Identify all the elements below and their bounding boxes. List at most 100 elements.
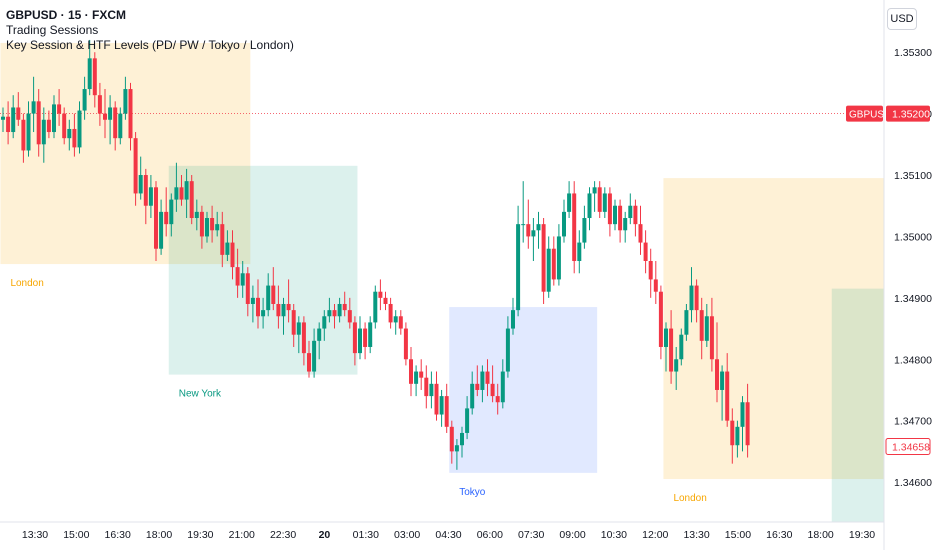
candle-down xyxy=(694,285,699,311)
candle-up xyxy=(67,128,72,139)
candle-up xyxy=(373,291,378,323)
indicator-trading-sessions[interactable]: Trading Sessions xyxy=(6,23,99,37)
candle-up xyxy=(521,224,526,226)
candle-up xyxy=(454,445,459,452)
price-tick-label: 1.35300 xyxy=(894,47,932,59)
candle-down xyxy=(21,119,26,151)
candle-up xyxy=(87,58,92,90)
candle-down xyxy=(72,128,77,148)
time-tick-label: 16:30 xyxy=(105,529,131,541)
candle-down xyxy=(699,310,704,341)
candle-down xyxy=(46,119,51,133)
candle-up xyxy=(556,236,561,280)
candle-up xyxy=(414,371,419,384)
candle-down xyxy=(572,193,577,261)
candle-down xyxy=(725,371,730,421)
time-tick-label: 20 xyxy=(319,529,331,541)
candle-up xyxy=(250,297,255,304)
symbol-title[interactable]: GBPUSD · 15 · FXCM xyxy=(6,8,127,22)
candle-down xyxy=(62,113,67,139)
candle-up xyxy=(577,242,582,261)
candle-up xyxy=(11,107,16,133)
candle-up xyxy=(118,113,123,139)
time-tick-label: 15:00 xyxy=(725,529,751,541)
candle-down xyxy=(424,377,429,397)
candle-up xyxy=(52,104,56,133)
time-tick-label: 03:00 xyxy=(394,529,420,541)
time-tick-label: 13:30 xyxy=(22,529,48,541)
candle-down xyxy=(133,138,138,194)
candle-up xyxy=(108,107,113,120)
candle-down xyxy=(388,303,393,323)
candle-down xyxy=(256,297,260,317)
time-tick-label: 15:00 xyxy=(63,529,89,541)
candle-down xyxy=(658,291,663,347)
candle-up xyxy=(225,242,230,255)
candle-up xyxy=(587,193,592,219)
time-tick-label: 16:30 xyxy=(766,529,792,541)
candle-down xyxy=(653,279,658,292)
candle-down xyxy=(730,420,735,446)
candle-up xyxy=(281,303,286,317)
candle-up xyxy=(720,371,725,390)
candle-up xyxy=(317,328,322,341)
candle-up xyxy=(77,110,82,148)
candle-up xyxy=(1,116,5,120)
price-tag xyxy=(886,105,930,122)
candle-down xyxy=(638,224,643,243)
candle-up xyxy=(337,303,342,317)
candle-up xyxy=(546,248,551,292)
candle-up xyxy=(41,119,46,145)
candle-down xyxy=(332,310,337,317)
candle-up xyxy=(592,187,597,194)
candle-up xyxy=(123,89,128,114)
candle-up xyxy=(184,181,189,200)
candle-up xyxy=(327,310,332,317)
indicator-key-levels[interactable]: Key Session & HTF Levels (PD/ PW / Tokyo… xyxy=(6,38,294,52)
candle-up xyxy=(26,113,31,151)
candle-up xyxy=(674,359,679,372)
candle-up xyxy=(689,285,694,311)
price-tick-label: 1.35100 xyxy=(894,170,932,182)
candle-down xyxy=(378,291,383,298)
candle-down xyxy=(154,187,158,249)
candle-down xyxy=(276,303,281,317)
candle-up xyxy=(261,310,266,317)
candle-down xyxy=(179,187,184,200)
candle-down xyxy=(745,402,750,446)
candle-up xyxy=(505,328,510,372)
currency-button[interactable]: USD xyxy=(887,8,917,30)
candle-down xyxy=(128,89,133,139)
candle-up xyxy=(148,187,153,206)
candle-up xyxy=(429,383,434,397)
candle-down xyxy=(475,383,480,390)
candle-down xyxy=(618,205,623,231)
candle-up xyxy=(511,310,515,329)
time-tick-label: 19:30 xyxy=(849,529,875,541)
candle-up xyxy=(439,396,444,415)
time-tick-label: 19:30 xyxy=(187,529,213,541)
candle-down xyxy=(715,359,719,390)
candle-down xyxy=(419,371,424,378)
candle-down xyxy=(347,310,352,323)
candle-up xyxy=(679,334,684,360)
candle-up xyxy=(516,224,521,311)
candle-up xyxy=(174,187,179,200)
candle-up xyxy=(602,193,607,212)
session-label-london: London xyxy=(673,493,706,504)
candle-down xyxy=(669,328,674,372)
candle-down xyxy=(245,273,250,304)
candle-up xyxy=(465,408,470,433)
candle-up xyxy=(735,426,740,446)
symbol-price-tag-label: GBPUSD xyxy=(849,110,891,121)
candle-down xyxy=(485,371,490,384)
time-tick-label: 06:00 xyxy=(477,529,503,541)
candle-down xyxy=(490,383,495,397)
session-box-newyork xyxy=(831,288,884,522)
time-tick-label: 21:00 xyxy=(229,529,255,541)
candle-down xyxy=(541,224,546,292)
candle-up xyxy=(480,371,485,390)
